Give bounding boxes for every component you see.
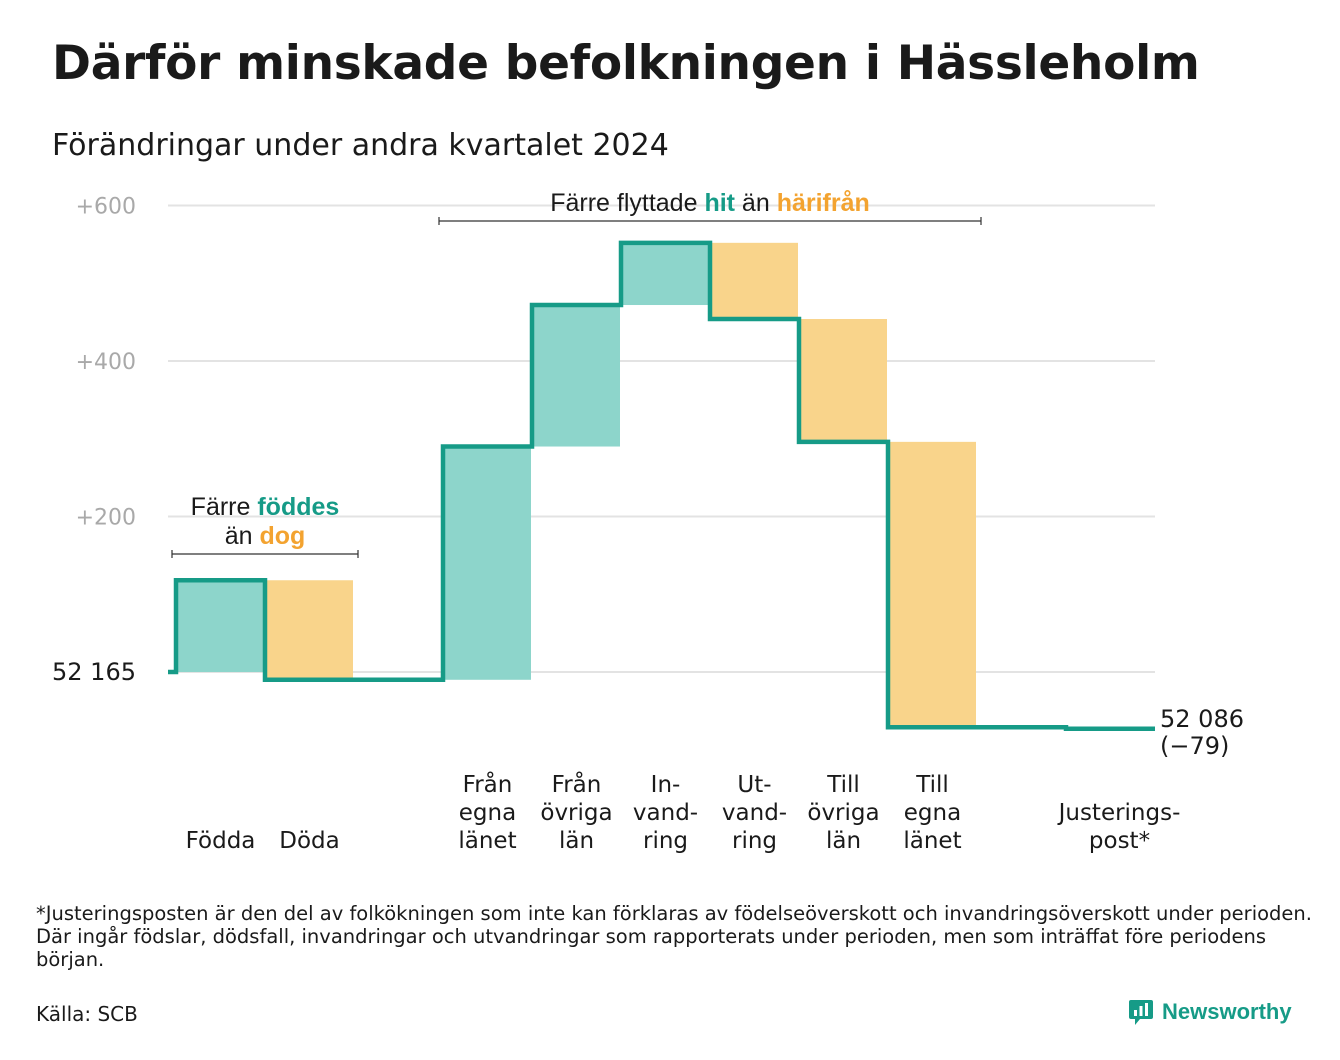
brand: Newsworthy	[1128, 998, 1292, 1026]
start-value-label: 52 165	[52, 658, 136, 686]
outflow-bar	[265, 580, 353, 680]
annotation-segment: härifrån	[777, 189, 870, 217]
y-tick-label: +600	[76, 195, 136, 220]
category-label: egna	[904, 800, 961, 826]
end-value-label: 52 086	[1160, 705, 1244, 733]
category-label: ring	[732, 828, 777, 854]
category-label: övriga	[540, 800, 612, 826]
inflow-bar	[443, 446, 531, 680]
category-label: Från	[552, 770, 602, 798]
annotation-segment: föddes	[257, 493, 339, 521]
annotation-text: Färre föddes	[191, 493, 340, 521]
source-note: Källa: SCB	[36, 1002, 138, 1026]
category-label: egna	[459, 800, 516, 826]
brand-name: Newsworthy	[1162, 999, 1292, 1024]
category-label: övriga	[807, 800, 879, 826]
category-label: Till	[915, 772, 949, 798]
category-label: Till	[826, 772, 860, 798]
chart-title: Därför minskade befolkningen i Hässlehol…	[52, 36, 1200, 91]
annotation-segment: än	[735, 189, 777, 217]
chart-subtitle: Förändringar under andra kvartalet 2024	[52, 128, 669, 163]
inflow-bar	[532, 305, 620, 447]
category-label: Födda	[186, 828, 256, 854]
category-label: vand-	[722, 800, 787, 826]
category-label: In-	[651, 772, 681, 798]
annotation-text: Färre flyttade hit än härifrån	[550, 189, 870, 217]
inflow-bar	[621, 242, 709, 306]
category-label: Justerings-	[1057, 800, 1181, 826]
category-label: ring	[643, 828, 688, 854]
category-label: Döda	[279, 828, 339, 854]
category-label: Ut-	[737, 772, 771, 798]
category-label: Från	[463, 770, 513, 798]
annotation-segment: än	[225, 522, 260, 550]
running-total-line	[168, 240, 1155, 732]
total-step-line	[168, 240, 1155, 732]
category-label: länet	[903, 828, 961, 854]
annotation-segment: Färre	[191, 493, 258, 521]
category-label: länet	[458, 828, 516, 854]
outflow-bar	[888, 441, 976, 728]
annotation-segment: Färre flyttade	[550, 189, 704, 217]
outflow-bar	[710, 242, 798, 320]
annotation-segment: hit	[704, 189, 735, 217]
newsworthy-logo-icon	[1129, 1000, 1153, 1025]
category-label: vand-	[633, 800, 698, 826]
category-label: län	[826, 828, 861, 854]
category-label: län	[559, 828, 594, 854]
category-label: post*	[1089, 828, 1150, 854]
end-change-label: (−79)	[1160, 732, 1229, 760]
annotation-text: än dog	[225, 522, 306, 550]
footnote: *Justeringsposten är den del av folkökni…	[36, 902, 1312, 971]
y-tick-label: +400	[76, 350, 136, 375]
y-tick-label: +200	[76, 506, 136, 531]
outflow-bar	[799, 319, 887, 442]
inflow-bar	[176, 580, 264, 672]
annotation-segment: dog	[259, 522, 305, 550]
bars	[176, 242, 976, 728]
